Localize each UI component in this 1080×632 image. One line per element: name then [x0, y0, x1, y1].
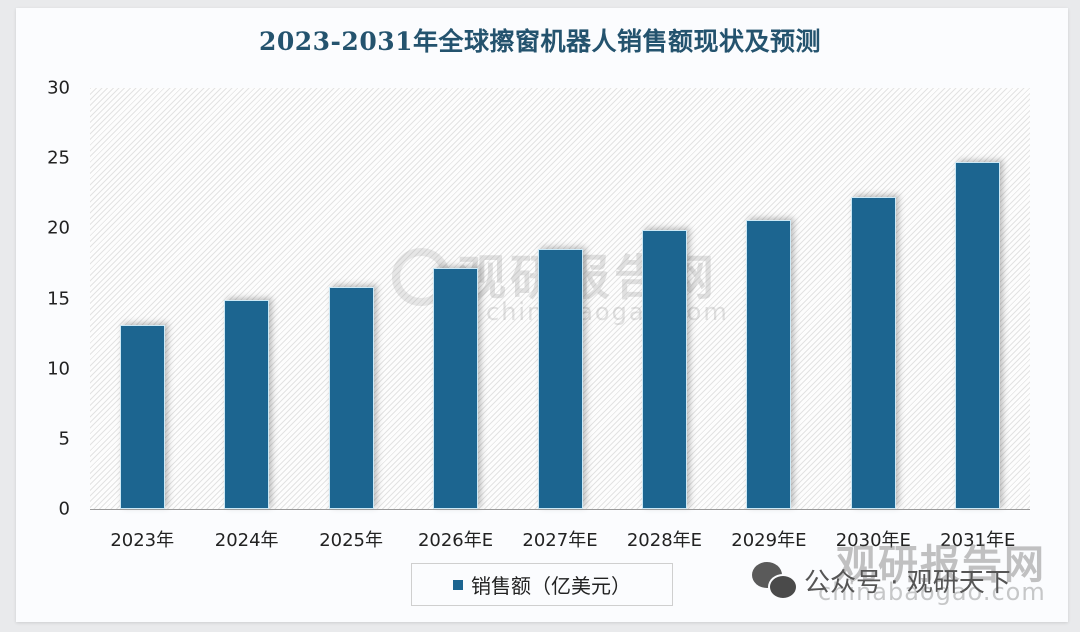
bar — [224, 299, 270, 509]
x-tick-label: 2024年 — [214, 530, 279, 551]
legend-label: 销售额（亿美元） — [471, 574, 631, 598]
y-tick-label: 5 — [58, 428, 70, 450]
x-tick-label: 2025年 — [319, 530, 384, 551]
y-tick-label: 20 — [47, 217, 70, 239]
bar — [537, 249, 583, 509]
bar — [641, 229, 687, 509]
bar — [328, 287, 374, 509]
bar — [955, 162, 1001, 509]
footer-account-label: 公众号 · 观研天下 — [804, 567, 1011, 598]
wechat-icon — [752, 560, 798, 600]
y-tick-label: 25 — [47, 147, 70, 169]
footer-watermark-url: chinabaogao.com — [818, 578, 1046, 606]
x-tick-label: 2028年E — [626, 530, 703, 551]
footer-watermark-brand: 观研报告网 — [836, 542, 1046, 588]
x-tick-label: 2031年E — [940, 530, 1016, 551]
bar — [746, 219, 792, 509]
x-tick-label: 2029年E — [731, 530, 807, 551]
bar — [433, 267, 479, 509]
x-tick-label: 2027年E — [522, 530, 598, 551]
y-tick-label: 10 — [47, 358, 70, 380]
x-tick-label: 2023年 — [110, 530, 175, 551]
y-tick-label: 0 — [58, 498, 70, 520]
y-tick-label: 15 — [47, 288, 70, 309]
x-tick-label: 2030年E — [835, 530, 911, 551]
bar — [850, 197, 896, 509]
watermark-url: chinabaogao.com — [486, 298, 729, 326]
chart-title: 2023-2031年全球擦窗机器人销售额现状及预测 — [258, 27, 822, 56]
x-axis-line — [90, 509, 1030, 510]
legend-swatch-icon — [453, 579, 463, 590]
bar — [119, 325, 165, 509]
y-tick-label: 30 — [47, 77, 70, 99]
footer-account: 公众号 · 观研天下 — [752, 560, 1011, 600]
legend: 销售额（亿美元） — [411, 563, 673, 606]
x-tick-label: 2026年E — [417, 530, 494, 551]
